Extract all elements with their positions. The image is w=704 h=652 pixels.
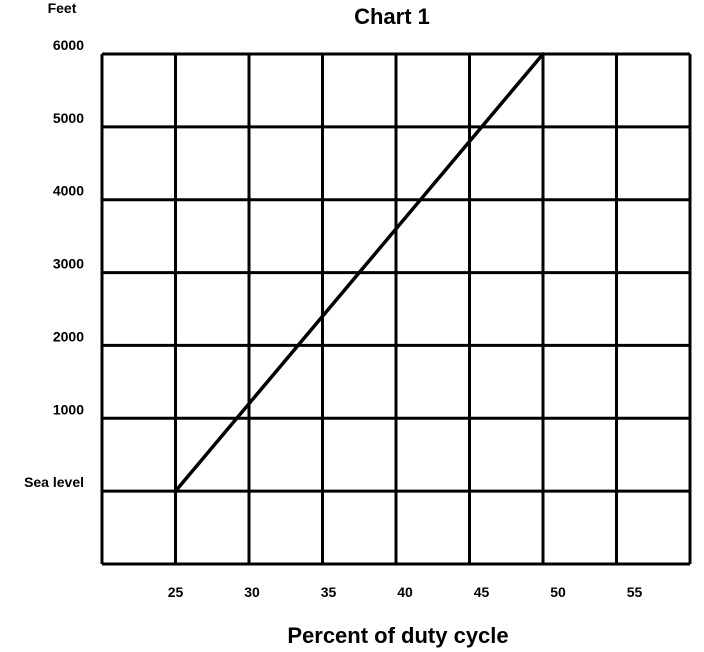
x-tick-label: 35 bbox=[321, 584, 337, 600]
y-tick-label: 4000 bbox=[53, 183, 84, 199]
grid bbox=[100, 52, 692, 566]
series-group bbox=[173, 52, 545, 493]
x-tick-label: 40 bbox=[397, 584, 413, 600]
y-tick-label: Sea level bbox=[24, 474, 84, 490]
series-line bbox=[173, 52, 545, 493]
chart-title: Chart 1 bbox=[354, 4, 430, 29]
y-tick-label: 6000 bbox=[53, 37, 84, 53]
x-tick-label: 30 bbox=[244, 584, 260, 600]
y-tick-label: 5000 bbox=[53, 110, 84, 126]
x-tick-label: 25 bbox=[168, 584, 184, 600]
y-axis-unit-label: Feet bbox=[48, 0, 77, 16]
x-axis-label: Percent of duty cycle bbox=[287, 623, 508, 648]
y-tick-label: 1000 bbox=[53, 401, 84, 417]
x-tick-label: 55 bbox=[627, 584, 643, 600]
x-tick-labels: 25 30 35 40 45 50 55 bbox=[168, 584, 643, 600]
y-tick-labels: Sea level 1000 2000 3000 4000 5000 6000 bbox=[24, 37, 84, 490]
x-tick-label: 45 bbox=[474, 584, 490, 600]
x-tick-label: 50 bbox=[550, 584, 566, 600]
y-tick-label: 3000 bbox=[53, 256, 84, 272]
y-tick-label: 2000 bbox=[53, 328, 84, 344]
